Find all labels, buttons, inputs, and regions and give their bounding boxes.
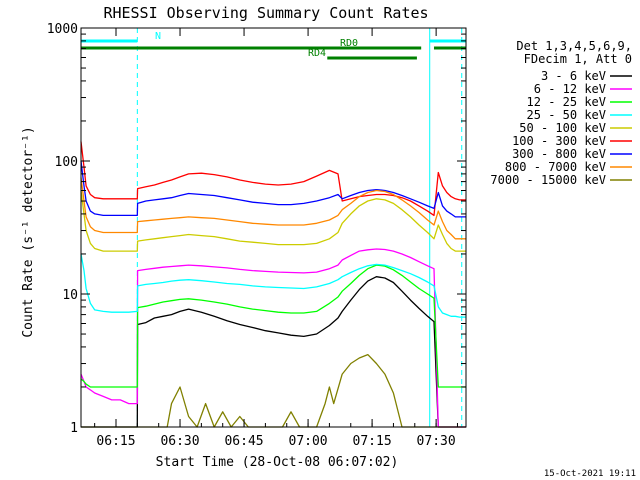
legend-label-3: 25 - 50 keV [527,108,606,122]
x-axis: 06:15 06:30 06:45 07:00 07:15 07:30 [94,28,458,449]
legend: Det 1,3,4,5,6,9, FDecim 1, Att 0 3 - 6 k… [490,39,632,187]
footer-timestamp: 15-Oct-2021 19:11 [544,469,636,479]
x-tick-label-4: 07:15 [353,434,392,449]
y-tick-label-3: 1000 [47,22,78,37]
series-line-2 [80,264,466,388]
series-line-6 [80,160,466,218]
x-tick-label-0: 06:15 [96,434,135,449]
y-tick-label-2: 100 [55,155,78,170]
x-tick-label-2: 06:45 [224,434,263,449]
legend-header-line-1: Det 1,3,4,5,6,9, [516,39,632,53]
y-axis-label: Count Rate (s⁻¹ detector⁻¹) [21,126,36,337]
legend-label-5: 100 - 300 keV [512,134,606,148]
series-line-1 [80,248,466,428]
x-tick-label-3: 07:00 [289,434,328,449]
legend-label-2: 12 - 25 keV [527,95,606,109]
flags-layer: N RD0 RD4 [81,31,466,60]
series-line-5 [80,141,466,217]
series-line-4 [80,190,466,252]
chart-title: RHESSI Observing Summary Count Rates [103,4,428,22]
legend-label-0: 3 - 6 keV [541,69,606,83]
legend-header-line-2: FDecim 1, Att 0 [524,52,632,66]
flag-n-label: N [155,31,161,42]
flag-rd0-label: RD0 [340,38,358,49]
x-tick-label-1: 06:30 [160,434,199,449]
series-line-3 [80,253,466,318]
y-tick-label-1: 10 [62,288,78,303]
legend-label-4: 50 - 100 keV [519,121,606,135]
legend-label-8: 7000 - 15000 keV [490,173,606,187]
x-tick-label-5: 07:30 [417,434,456,449]
y-axis: 1 10 100 1000 [47,22,466,436]
x-axis-label: Start Time (28-Oct-08 06:07:02) [156,455,399,470]
legend-label-6: 300 - 800 keV [512,147,606,161]
legend-label-7: 800 - 7000 keV [505,160,606,174]
legend-label-1: 6 - 12 keV [534,82,606,96]
plot-frame [80,27,467,428]
series-line-7 [80,177,466,240]
y-tick-label-0: 1 [70,421,78,436]
flag-rd4-label: RD4 [308,48,326,59]
